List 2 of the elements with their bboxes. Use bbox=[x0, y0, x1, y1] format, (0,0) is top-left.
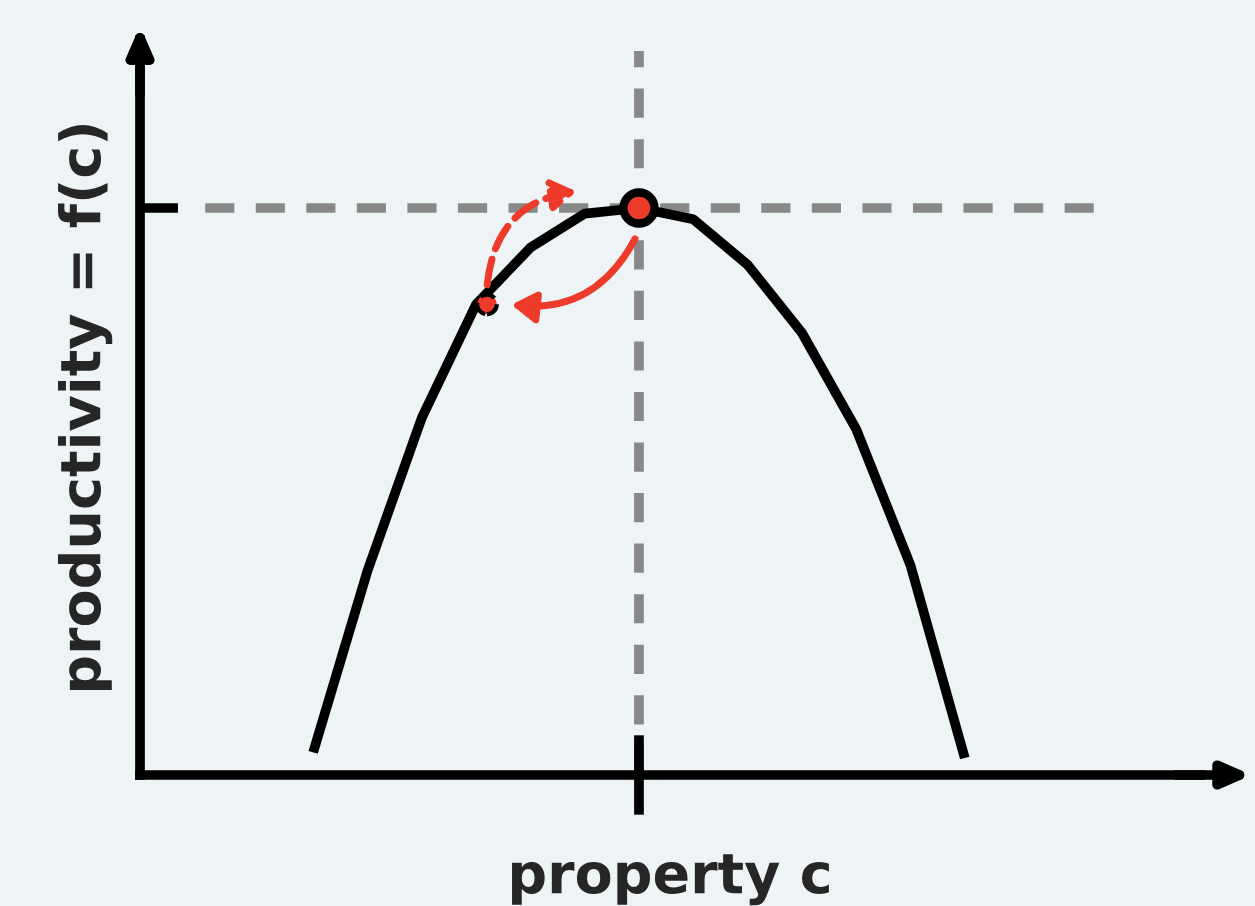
y-axis-title: productivity = f(c) bbox=[58, 125, 113, 690]
x-axis-title: property c bbox=[512, 854, 829, 906]
